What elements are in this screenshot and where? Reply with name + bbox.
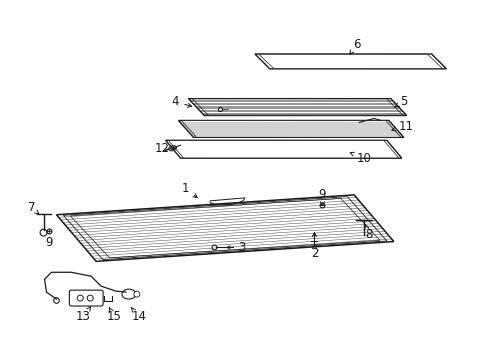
Text: 12: 12 — [155, 142, 175, 155]
FancyBboxPatch shape — [69, 290, 103, 306]
Text: 10: 10 — [349, 152, 371, 165]
Polygon shape — [178, 121, 403, 137]
Text: 1: 1 — [182, 183, 197, 198]
Polygon shape — [258, 54, 442, 68]
Polygon shape — [63, 197, 386, 260]
Polygon shape — [70, 198, 379, 258]
Text: 13: 13 — [76, 307, 90, 323]
Polygon shape — [165, 140, 401, 158]
Text: 4: 4 — [171, 95, 191, 108]
Text: 3: 3 — [238, 241, 245, 254]
Polygon shape — [168, 140, 398, 158]
Text: 9: 9 — [318, 188, 325, 206]
Ellipse shape — [134, 291, 140, 297]
Polygon shape — [56, 195, 393, 261]
Polygon shape — [254, 54, 446, 69]
Ellipse shape — [122, 289, 136, 299]
Text: 8: 8 — [364, 225, 372, 241]
Text: 7: 7 — [28, 201, 39, 214]
Text: 2: 2 — [310, 244, 318, 260]
Text: 11: 11 — [391, 120, 412, 133]
Text: 5: 5 — [394, 95, 407, 108]
Text: 6: 6 — [349, 37, 360, 54]
Text: 9: 9 — [45, 236, 52, 249]
Text: 15: 15 — [106, 307, 121, 323]
Polygon shape — [192, 99, 402, 115]
Text: 14: 14 — [131, 307, 146, 323]
Polygon shape — [188, 99, 406, 116]
Polygon shape — [181, 121, 400, 137]
